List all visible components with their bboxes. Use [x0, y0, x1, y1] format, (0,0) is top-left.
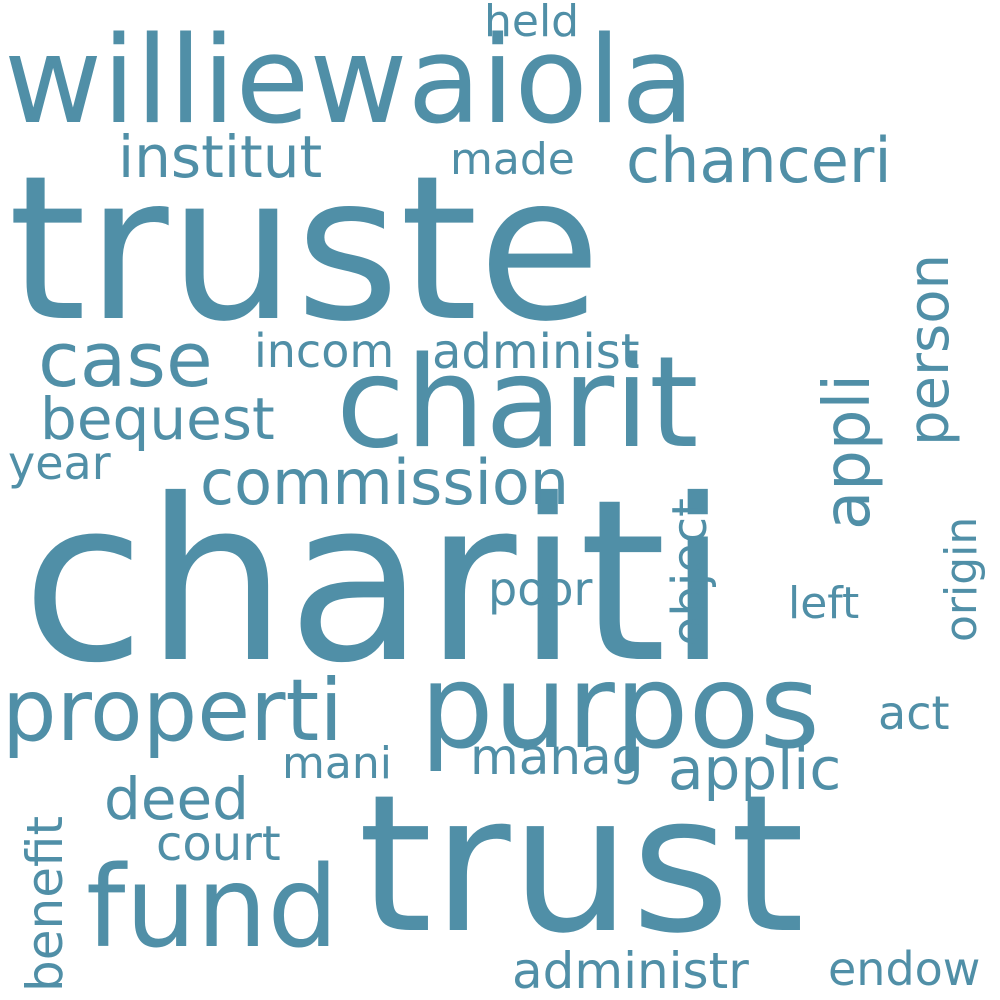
word-deed: deed — [104, 765, 249, 833]
word-origin: origin — [936, 516, 987, 642]
word-mani: mani — [282, 738, 392, 789]
word-institut: institut — [118, 123, 323, 191]
word-commission: commission — [200, 446, 570, 519]
word-administr: administr — [512, 942, 749, 1000]
word-incom: incom — [254, 324, 395, 378]
word-act: act — [878, 686, 950, 740]
word-person: person — [897, 254, 962, 446]
word-poor: poor — [488, 562, 593, 616]
word-made: made — [450, 134, 575, 185]
word-truste: truste — [8, 133, 602, 366]
word-held: held — [484, 0, 580, 47]
word-properti: properti — [2, 661, 344, 761]
word-chariti: chariti — [22, 451, 729, 712]
word-benefit: benefit — [16, 815, 74, 992]
word-object: object — [662, 498, 718, 646]
word-left: left — [788, 578, 860, 629]
word-court: court — [156, 816, 281, 872]
word-fund: fund — [86, 843, 339, 973]
word-administ: administ — [432, 324, 640, 380]
word-endow: endow — [828, 942, 981, 996]
word-chanceri: chanceri — [626, 124, 892, 197]
word-bequest: bequest — [40, 385, 275, 453]
word-appli: appli — [811, 373, 885, 530]
word-case: case — [38, 315, 213, 404]
word-trust: trust — [358, 754, 805, 975]
word-charit: charit — [336, 329, 699, 476]
word-year: year — [8, 436, 111, 490]
word-manag: manag — [470, 728, 644, 786]
word-applic: applic — [668, 735, 842, 803]
word-purpos: purpos — [420, 640, 820, 775]
word-williewaiola: williewaiola — [4, 12, 695, 151]
